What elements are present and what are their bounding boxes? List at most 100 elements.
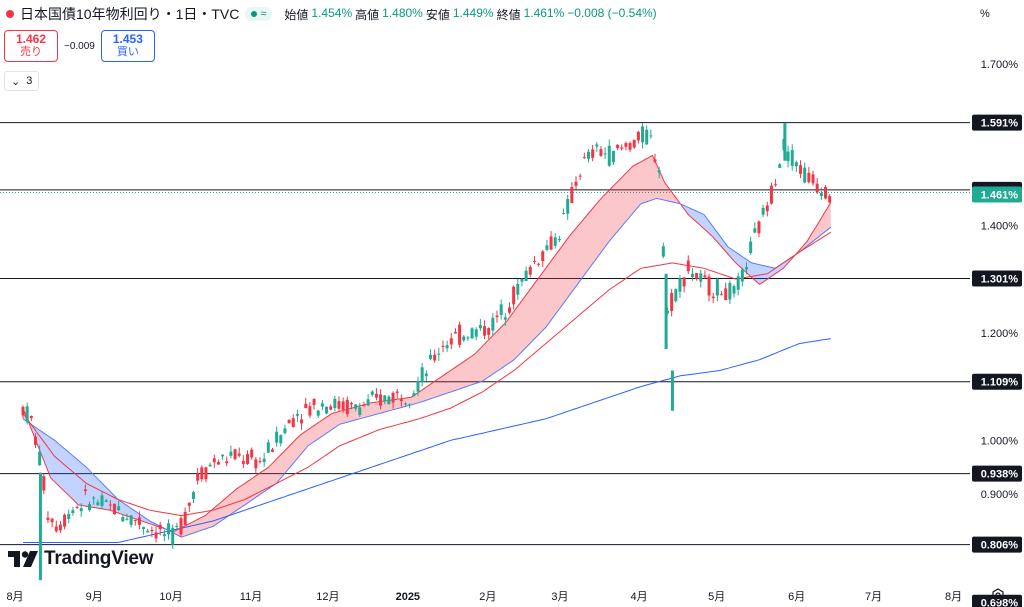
candle-body[interactable] <box>275 431 279 443</box>
candle-body[interactable] <box>33 436 37 445</box>
candle-body[interactable] <box>728 282 732 300</box>
candle-body[interactable] <box>649 135 653 137</box>
candle-body[interactable] <box>670 292 674 311</box>
candle-body[interactable] <box>370 391 374 395</box>
candle-body[interactable] <box>266 442 270 453</box>
candle-body[interactable] <box>200 467 204 480</box>
candle-body[interactable] <box>112 503 116 515</box>
candle-body[interactable] <box>262 458 266 463</box>
candle-body[interactable] <box>757 221 761 234</box>
candle-body[interactable] <box>320 403 324 407</box>
candle-body[interactable] <box>707 276 711 296</box>
level-price-tag[interactable] <box>972 114 1022 131</box>
candle-body[interactable] <box>657 170 661 173</box>
candle-body[interactable] <box>703 275 707 278</box>
candle-body[interactable] <box>532 260 536 262</box>
candle-body[interactable] <box>187 502 191 506</box>
candle-body[interactable] <box>233 449 237 460</box>
candle-body[interactable] <box>474 329 478 337</box>
candle-body[interactable] <box>117 506 121 511</box>
candle-body[interactable] <box>212 458 216 463</box>
candle-body[interactable] <box>711 296 715 299</box>
sell-button[interactable]: 1.462 売り <box>4 30 58 62</box>
candle-body[interactable] <box>616 144 620 149</box>
candle-body[interactable] <box>366 399 370 406</box>
candle-body[interactable] <box>29 415 33 419</box>
candle-body[interactable] <box>620 147 624 149</box>
candle-body[interactable] <box>258 461 262 463</box>
candle-body[interactable] <box>595 144 599 147</box>
candle-body[interactable] <box>404 403 408 405</box>
candle-body[interactable] <box>391 392 395 403</box>
candle-body[interactable] <box>283 428 287 434</box>
candle-body[interactable] <box>578 175 582 177</box>
candle-body[interactable] <box>154 532 158 539</box>
candle-body[interactable] <box>179 518 183 535</box>
candle-body[interactable] <box>690 273 694 277</box>
price-axis[interactable]: 1.700% 1.400% 1.200% 1.000% 0.900% 1.591% 1.46… <box>970 0 1024 607</box>
candle-body[interactable] <box>478 324 482 329</box>
candle-body[interactable] <box>765 205 769 212</box>
candle-body[interactable] <box>811 174 815 184</box>
tradingview-logo[interactable]: TradingView <box>8 548 154 570</box>
indicators-toggle-button[interactable]: ⌄ 3 <box>4 71 40 91</box>
candle-body[interactable] <box>416 381 420 392</box>
candle-body[interactable] <box>270 449 274 452</box>
candle-body[interactable] <box>744 267 748 270</box>
candle-body[interactable] <box>441 345 445 347</box>
candle-body[interactable] <box>828 196 832 203</box>
level-price-tag[interactable] <box>972 536 1022 553</box>
candle-body[interactable] <box>329 406 333 410</box>
candle-body[interactable] <box>158 524 162 530</box>
candle-body[interactable] <box>67 513 71 520</box>
candle-body[interactable] <box>695 273 699 280</box>
candle-body[interactable] <box>420 367 424 382</box>
candle-body[interactable] <box>541 251 545 261</box>
candle-body[interactable] <box>453 331 457 334</box>
candle-body[interactable] <box>591 149 595 158</box>
candle-body[interactable] <box>686 260 690 272</box>
candle-body[interactable] <box>341 401 345 410</box>
candle-body[interactable] <box>458 324 462 345</box>
candle-body[interactable] <box>325 406 329 414</box>
candle-body[interactable] <box>487 328 491 335</box>
candle-body[interactable] <box>799 165 803 174</box>
candle-body[interactable] <box>645 129 649 145</box>
last-price-tag[interactable] <box>972 186 1022 203</box>
candle-body[interactable] <box>399 399 403 402</box>
candle-body[interactable] <box>749 241 753 254</box>
candle-body[interactable] <box>246 454 250 465</box>
candle-body[interactable] <box>678 278 682 292</box>
candle-body[interactable] <box>599 149 603 156</box>
candle-body[interactable] <box>142 527 146 530</box>
candle-body[interactable] <box>628 143 632 150</box>
symbol-title[interactable]: 日本国債10年物利回り・1日・TVC <box>20 6 240 22</box>
candle-body[interactable] <box>250 449 254 458</box>
candle-body[interactable] <box>83 489 87 491</box>
candle-body[interactable] <box>183 511 187 525</box>
candle-body[interactable] <box>150 529 154 532</box>
candle-body[interactable] <box>445 345 449 349</box>
candle-body[interactable] <box>774 184 778 186</box>
candle-body[interactable] <box>740 269 744 282</box>
candle-body[interactable] <box>528 266 532 275</box>
level-price-tag[interactable] <box>972 465 1022 482</box>
candle-body[interactable] <box>96 502 100 506</box>
candle-body[interactable] <box>512 286 516 305</box>
candle-body[interactable] <box>146 530 150 533</box>
candle-body[interactable] <box>428 354 432 359</box>
candle-body[interactable] <box>308 406 312 416</box>
candle-body[interactable] <box>196 473 200 481</box>
candle-body[interactable] <box>437 353 441 355</box>
candle-body[interactable] <box>79 508 83 512</box>
candle-body[interactable] <box>611 150 615 163</box>
candle-body[interactable] <box>549 236 553 250</box>
candle-body[interactable] <box>661 246 665 257</box>
candle-body[interactable] <box>570 186 574 204</box>
data-provider-badge[interactable]: ≈ <box>245 7 273 21</box>
candle-body[interactable] <box>383 395 387 402</box>
candle-body[interactable] <box>736 276 740 290</box>
candle-body[interactable] <box>54 526 58 532</box>
buy-button[interactable]: 1.453 買い <box>100 30 155 62</box>
